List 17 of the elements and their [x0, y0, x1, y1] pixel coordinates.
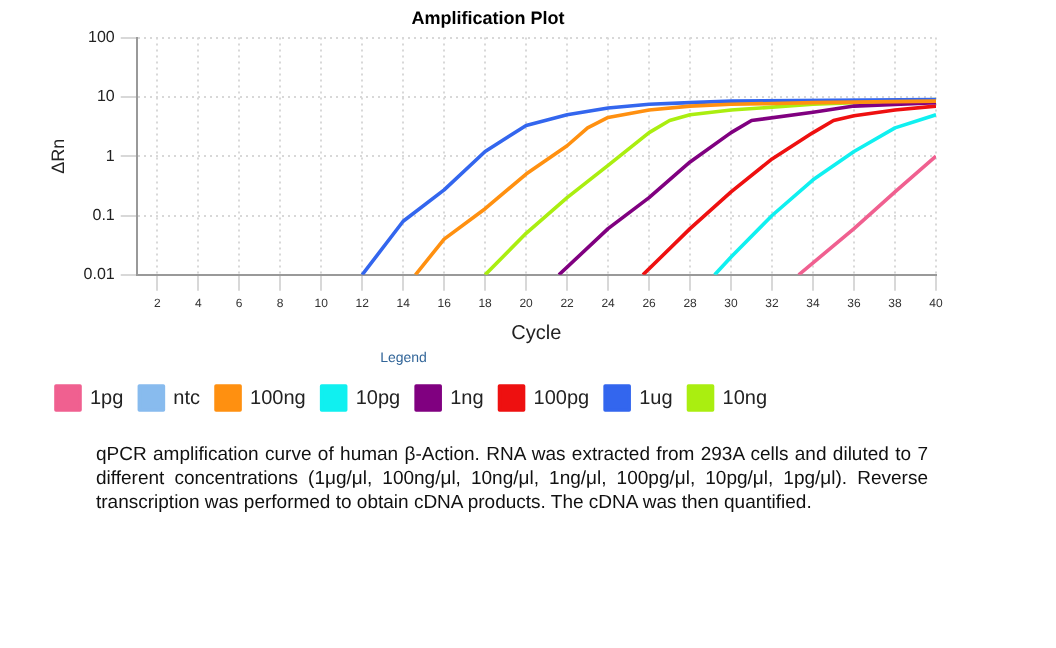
legend-label: 1pg [90, 387, 124, 410]
y-axis-title: ΔRn [47, 138, 68, 174]
legend-label: 10ng [722, 387, 768, 410]
y-tick-label: 10 [96, 87, 116, 106]
legend-label: 1ug [639, 387, 673, 410]
chart-title: Amplification Plot [411, 7, 565, 28]
legend-label: 1ng [450, 387, 484, 410]
y-tick-label: 100 [88, 28, 116, 47]
y-tick-label: 0.1 [92, 205, 116, 224]
x-axis-title: Cycle [511, 322, 563, 345]
legend-label: 100pg [533, 387, 590, 410]
legend-label: ntc [173, 387, 201, 410]
legend-label: 10pg [355, 387, 401, 410]
y-tick-label: 0.01 [83, 265, 116, 284]
legend-label: 100ng [250, 387, 306, 410]
text: qPCR amplification curve of human β-Action. RNA was extracted from 293A cells and diluted to 7 different concentrations (1μg/μl, 100ng/μl, 10ng/μl, 1ng/μl, 100pg/μl, 10pg/μl, 1pg/μl). Reverse transcription was performed to obtain cDNA products. The cDNA was then quantified. [96, 444, 928, 516]
y-tick-label: 1 [105, 146, 116, 165]
